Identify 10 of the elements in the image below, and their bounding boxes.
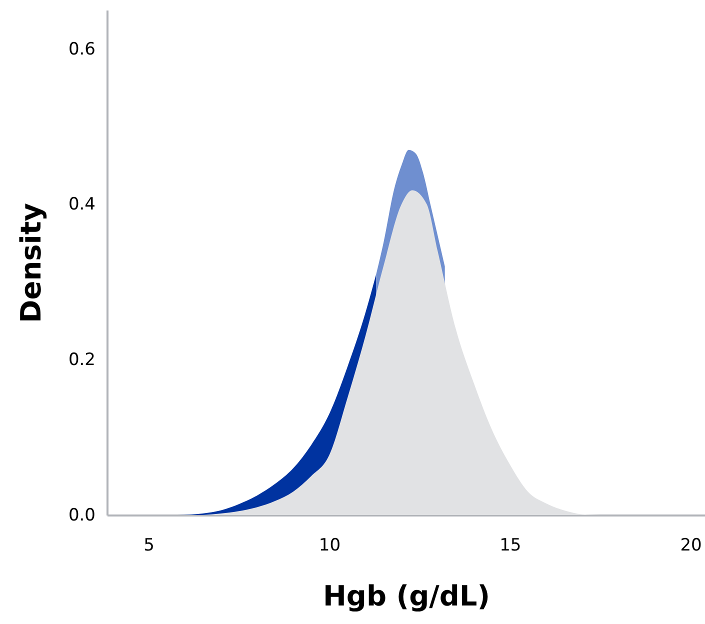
x-tick-label: 20 [680,536,702,556]
x-tick-label: 15 [500,536,522,556]
y-tick-label: 0.0 [68,506,96,526]
y-tick-label: 0.2 [68,350,96,370]
x-axis-title: Hgb (g/dL) [322,580,490,612]
y-axis-title: Density [14,202,48,324]
x-tick-label: 10 [318,536,341,556]
y-tick-label: 0.4 [68,194,96,215]
y-tick-label: 0.6 [68,39,96,60]
x-tick-label: 5 [144,536,154,556]
